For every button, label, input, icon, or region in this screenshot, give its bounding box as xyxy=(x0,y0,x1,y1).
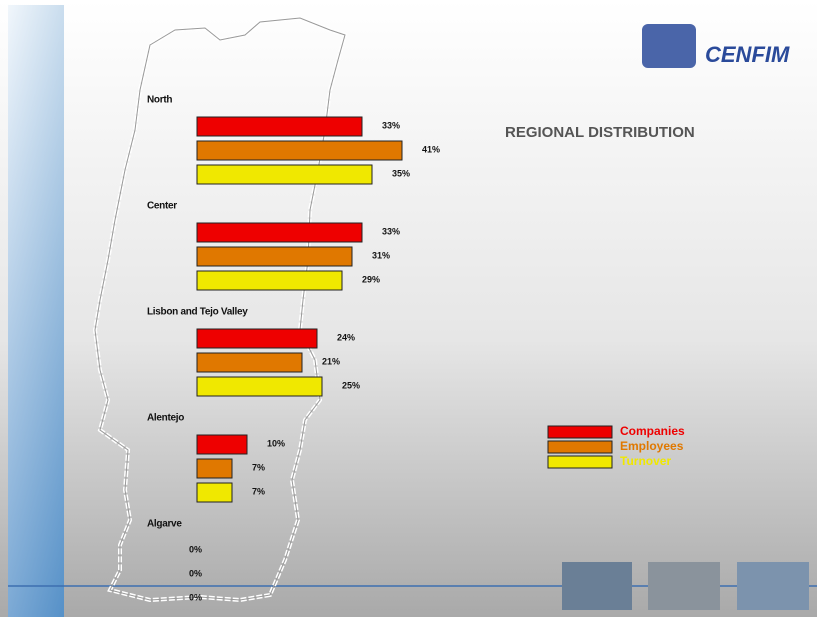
bar xyxy=(196,116,363,137)
value-label: 21% xyxy=(322,356,340,366)
bar xyxy=(196,458,233,479)
bar xyxy=(196,482,233,503)
value-label: 33% xyxy=(382,226,400,236)
value-label: 0% xyxy=(189,544,202,554)
bar xyxy=(196,164,373,185)
bar xyxy=(196,246,353,267)
value-label: 29% xyxy=(362,274,380,284)
legend-swatch xyxy=(547,425,613,439)
plot: North 33% 41% 35% Center 33% 31% 29% Lisbon and … xyxy=(147,95,440,603)
side-band-shade xyxy=(8,5,64,617)
value-label: 7% xyxy=(252,486,265,496)
value-label: 33% xyxy=(382,120,400,130)
category-label: Alentejo xyxy=(147,413,184,424)
photo xyxy=(737,562,809,610)
value-label: 24% xyxy=(337,332,355,342)
logo-text: CENFIM xyxy=(705,42,790,67)
category-label: North xyxy=(147,95,172,106)
photo xyxy=(562,562,632,610)
map-outline-edge xyxy=(94,17,346,601)
category-label: Center xyxy=(147,201,177,212)
bar xyxy=(196,352,303,373)
value-label: 25% xyxy=(342,380,360,390)
value-label: 35% xyxy=(392,168,410,178)
bar xyxy=(196,434,248,455)
bar xyxy=(196,270,343,291)
category-label: Lisbon and Tejo Valley xyxy=(147,307,248,318)
value-label: 7% xyxy=(252,462,265,472)
photo xyxy=(648,562,720,610)
category-label: Algarve xyxy=(147,519,182,530)
legend-swatch xyxy=(547,455,613,469)
value-label: 41% xyxy=(422,144,440,154)
value-label: 10% xyxy=(267,438,285,448)
legend-swatch xyxy=(547,440,613,454)
legend-label: Employees xyxy=(620,439,684,453)
legend-label: Companies xyxy=(620,424,685,438)
value-label: 31% xyxy=(372,250,390,260)
bar xyxy=(196,376,323,397)
photos xyxy=(562,562,809,610)
value-label: 0% xyxy=(189,568,202,578)
bar xyxy=(196,140,403,161)
bar xyxy=(196,222,363,243)
bar xyxy=(196,328,318,349)
legend-label: Turnover xyxy=(620,454,671,468)
value-label: 0% xyxy=(189,592,202,602)
chart-title: REGIONAL DISTRIBUTION xyxy=(505,124,695,141)
logo: CENFIM xyxy=(642,24,790,68)
logo-mark xyxy=(642,24,696,68)
